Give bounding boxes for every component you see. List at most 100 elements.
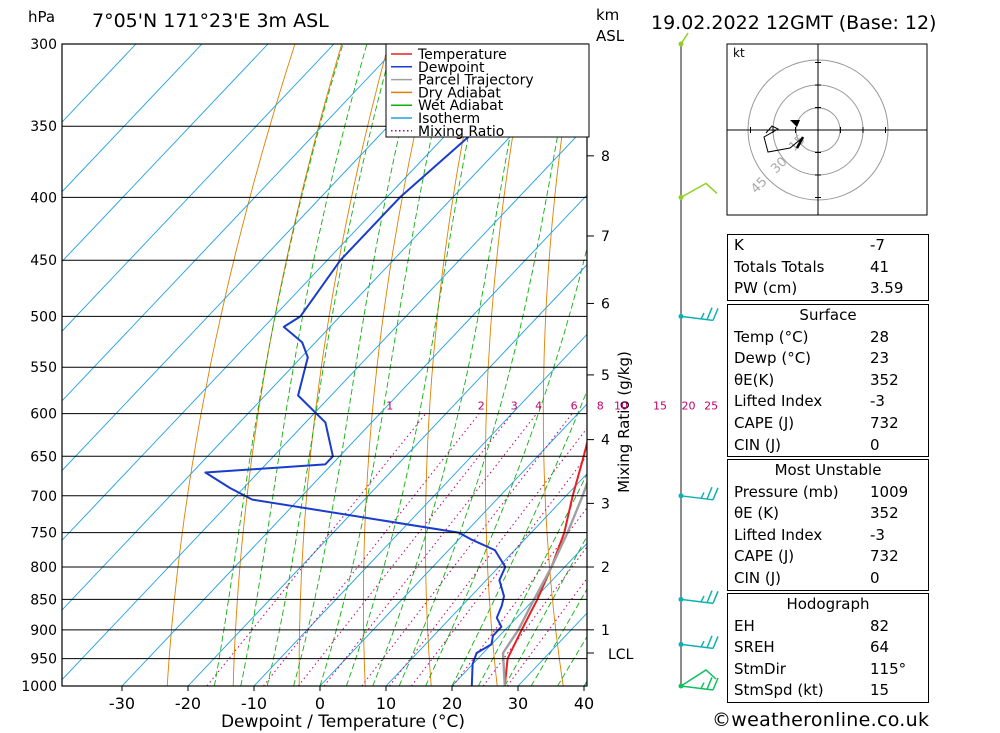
- wind-barb-staff: [680, 32, 689, 45]
- most-unstable-label: Pressure (mb): [734, 482, 839, 501]
- surface-title: Surface: [799, 306, 857, 324]
- wet-adiabat-line: [425, 246, 587, 686]
- most-unstable-row: CAPE (J) 732: [728, 546, 928, 568]
- pressure-tick-label: 600: [30, 407, 57, 423]
- index-row: Totals Totals 41: [728, 257, 928, 279]
- surface-value: 23: [870, 349, 890, 368]
- hodograph-row: SREH 64: [728, 637, 928, 659]
- legend-entry-label: Temperature: [417, 47, 507, 63]
- pressure-tick-label: 950: [30, 652, 57, 668]
- temperature-series-line: [503, 439, 587, 686]
- pressure-tick-label: 400: [30, 190, 57, 206]
- surface-value: -3: [870, 392, 885, 411]
- mixing-ratio-value-label: 1: [386, 400, 393, 413]
- dry-adiabat-line: [425, 44, 483, 686]
- pressure-tick-label: 450: [30, 253, 57, 269]
- hodograph-label: EH: [734, 616, 755, 635]
- surface-row: Dewp (°C) 23: [728, 348, 928, 370]
- wind-barb-flag: [700, 312, 705, 320]
- wet-adiabat-line: [266, 44, 394, 686]
- hodograph-row: StmSpd (kt) 15: [728, 680, 928, 702]
- copyright-footer[interactable]: ©weatheronline.co.uk: [712, 709, 930, 731]
- pressure-tick-label: 900: [30, 623, 57, 639]
- storm-motion-marker: [790, 120, 800, 127]
- most-unstable-row: CIN (J) 0: [728, 568, 928, 590]
- pressure-tick-label: 800: [30, 560, 57, 576]
- index-row: PW (cm) 3.59: [728, 278, 928, 300]
- isotherm-line: [253, 333, 587, 686]
- hodograph-unit-label: kt: [733, 46, 745, 60]
- plot-frame: [61, 43, 588, 687]
- dry-adiabat-line: [950, 44, 1000, 686]
- most-unstable-row: Pressure (mb) 1009: [728, 482, 928, 504]
- hodograph-row: EH 82: [728, 616, 928, 638]
- mixing-ratio-line: [411, 454, 587, 686]
- km-tick-label: 3: [601, 496, 610, 512]
- location-title: 7°05'N 171°23'E 3m ASL: [92, 10, 329, 32]
- wind-barb-flag: [712, 308, 719, 321]
- x-axis-label: Dewpoint / Temperature (°C): [221, 712, 465, 732]
- wet-adiabat-line: [451, 389, 587, 686]
- isotherm-line: [62, 54, 587, 611]
- hodograph-value: 64: [870, 638, 890, 657]
- hodograph-label: StmSpd (kt): [734, 681, 824, 700]
- wind-barb-flag: [706, 590, 713, 603]
- wind-barb-flag: [700, 640, 705, 648]
- wet-adiabat-line: [372, 44, 529, 686]
- temperature-tick-label: -20: [175, 694, 201, 713]
- hodograph-value: 115°: [870, 659, 907, 678]
- hodograph-value: 82: [870, 616, 890, 635]
- index-label: K: [734, 236, 744, 254]
- temperature-tick-label: 10: [376, 694, 396, 713]
- indices-table: K -7 Totals Totals 41 PW (cm) 3.59: [727, 234, 929, 301]
- isotherm-line: [62, 44, 401, 402]
- wind-barb-flag: [712, 677, 719, 691]
- wet-adiabat-line: [345, 44, 489, 686]
- dry-adiabat-line: [232, 44, 343, 686]
- wet-adiabat-line: [504, 535, 587, 686]
- dewpoint-series-line: [204, 44, 560, 686]
- most-unstable-table: Most Unstable Pressure (mb) 1009 θE (K) 35…: [727, 459, 929, 591]
- wind-barb-flag: [712, 487, 719, 501]
- datetime-title: 19.02.2022 12GMT (Base: 12): [651, 12, 936, 34]
- pressure-tick-label: 750: [30, 526, 57, 542]
- pressure-tick-label: 650: [30, 449, 57, 465]
- legend-entry-label: Isotherm: [418, 111, 480, 127]
- km-tick-label: 4: [601, 433, 610, 449]
- mixing-ratio-axis-label: Mixing Ratio (g/kg): [615, 351, 633, 493]
- dry-adiabat-line: [166, 44, 296, 686]
- surface-label: CAPE (J): [734, 413, 795, 432]
- legend-entry-label: Dry Adiabat: [418, 85, 501, 101]
- temperature-tick-label: 0: [315, 694, 325, 713]
- mixing-ratio-value-label: 2: [478, 400, 485, 413]
- wet-adiabat-line: [293, 44, 422, 686]
- isotherm-line: [62, 44, 269, 263]
- asl-unit-label: ASL: [596, 27, 625, 45]
- hodograph-title: Hodograph: [786, 595, 870, 613]
- mixing-ratio-line: [361, 413, 573, 686]
- mixing-ratio-value-label: 8: [597, 400, 604, 413]
- mixing-ratio-line: [262, 413, 480, 686]
- most-unstable-row: θE (K) 352: [728, 503, 928, 525]
- legend-entry-label: Parcel Trajectory: [418, 73, 534, 89]
- isotherm-line: [385, 473, 587, 686]
- isotherm-line: [451, 542, 587, 686]
- surface-label: CIN (J): [734, 435, 782, 454]
- mixing-ratio-line: [297, 413, 513, 686]
- surface-row: θE(K) 352: [728, 370, 928, 392]
- surface-row: Temp (°C) 28: [728, 327, 928, 349]
- index-label: PW (cm): [734, 279, 798, 298]
- legend-entry-label: Dewpoint: [418, 60, 485, 76]
- temperature-tick-label: 20: [442, 694, 462, 713]
- pressure-unit-label: hPa: [28, 8, 55, 26]
- wind-barb-flag: [712, 636, 719, 649]
- dry-adiabat-line: [542, 44, 577, 686]
- wind-barb-staff: [680, 182, 718, 199]
- mixing-ratio-value-label: 10: [614, 400, 628, 413]
- pressure-tick-label: 1000: [21, 679, 57, 695]
- wet-adiabat-line: [213, 44, 344, 686]
- temperature-tick-label: 30: [508, 694, 528, 713]
